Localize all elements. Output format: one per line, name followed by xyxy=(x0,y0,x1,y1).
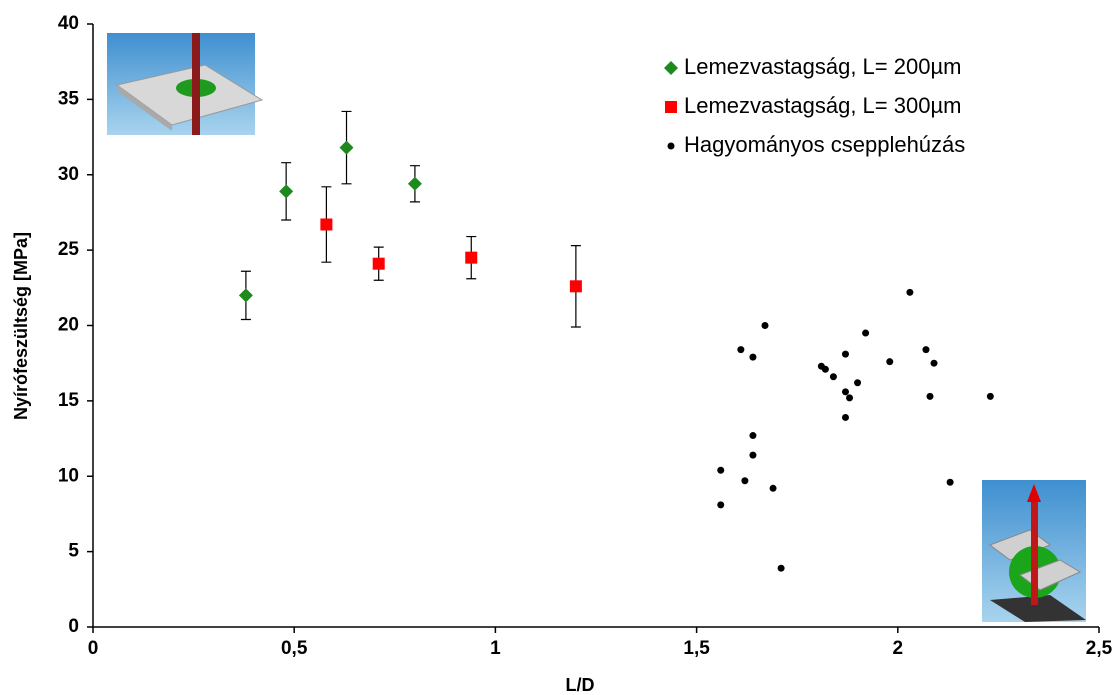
point xyxy=(372,257,385,270)
y-tick-label: 20 xyxy=(58,315,79,336)
point xyxy=(320,218,333,231)
point xyxy=(717,501,725,509)
point xyxy=(841,413,849,421)
point xyxy=(841,388,849,396)
point xyxy=(829,373,837,381)
y-tick-label: 10 xyxy=(58,465,79,486)
point xyxy=(846,394,854,402)
legend-label: Lemezvastagság, L= 300µm xyxy=(684,93,961,118)
point xyxy=(854,379,862,387)
point xyxy=(946,478,954,486)
y-tick-label: 0 xyxy=(68,616,79,637)
point xyxy=(749,432,757,440)
point xyxy=(906,288,914,296)
legend-label: Hagyományos csepplehúzás xyxy=(684,132,965,157)
point xyxy=(749,353,757,361)
point xyxy=(777,564,785,572)
point xyxy=(749,451,757,459)
point xyxy=(862,329,870,337)
point xyxy=(569,280,582,293)
inset-top-left xyxy=(107,33,264,135)
legend-label: Lemezvastagság, L= 200µm xyxy=(684,54,961,79)
point xyxy=(841,350,849,358)
point xyxy=(926,392,934,400)
point xyxy=(717,466,725,474)
x-tick-label: 2,5 xyxy=(1086,638,1113,659)
point xyxy=(465,251,478,264)
legend-marker xyxy=(665,101,677,113)
x-tick-label: 1 xyxy=(490,638,501,659)
point xyxy=(741,477,749,485)
point xyxy=(769,484,777,492)
x-axis-title: L/D xyxy=(566,675,595,695)
y-axis-title: Nyírófeszültség [MPa] xyxy=(11,232,31,420)
point xyxy=(886,358,894,366)
point xyxy=(821,365,829,373)
point xyxy=(737,346,745,354)
inset-bottom-right xyxy=(982,480,1086,622)
point xyxy=(238,288,253,303)
y-tick-label: 35 xyxy=(58,88,80,109)
point xyxy=(761,322,769,329)
point xyxy=(339,140,354,155)
point xyxy=(279,184,294,199)
x-tick-label: 0 xyxy=(88,638,99,659)
point xyxy=(922,346,930,354)
point xyxy=(930,359,938,367)
y-tick-label: 40 xyxy=(58,13,79,34)
x-tick-label: 0,5 xyxy=(281,638,308,659)
x-tick-label: 2 xyxy=(893,638,904,659)
legend-marker xyxy=(664,61,678,75)
y-tick-label: 15 xyxy=(58,390,80,411)
x-tick-label: 1,5 xyxy=(683,638,710,659)
y-tick-label: 25 xyxy=(58,239,80,260)
point xyxy=(407,176,422,191)
y-tick-label: 5 xyxy=(68,541,79,562)
legend-marker xyxy=(667,142,675,150)
y-tick-label: 30 xyxy=(58,164,79,185)
point xyxy=(986,392,994,400)
